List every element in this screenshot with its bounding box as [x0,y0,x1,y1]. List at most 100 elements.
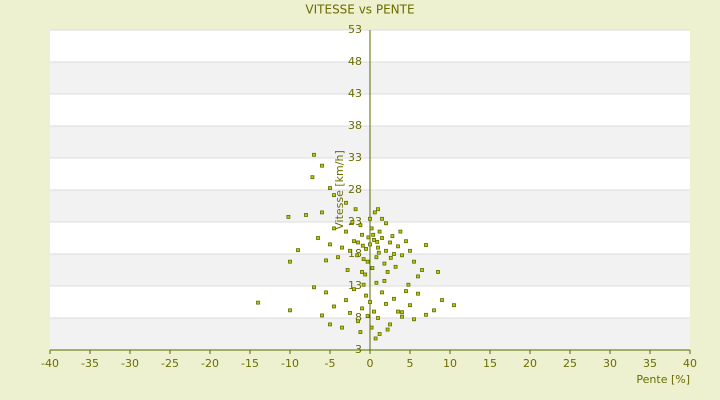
point [332,226,336,231]
point [408,303,412,308]
point [360,306,364,311]
point [371,232,376,237]
x-tick-label: -25 [161,357,179,370]
point [424,243,428,247]
x-tick-label: 5 [407,357,414,370]
point [316,236,320,240]
point [344,229,348,234]
point [396,309,400,314]
point [288,308,292,313]
point [400,314,404,319]
point [340,245,344,250]
point [356,240,360,245]
point [377,229,382,234]
point [304,213,308,217]
point [416,274,420,279]
chart-title: VITESSE vs PENTE [305,3,414,17]
point [412,259,416,264]
point [324,258,328,263]
point [364,293,368,298]
point [320,163,324,168]
y-tick-label: 8 [355,311,362,324]
x-tick-label: 25 [563,357,577,370]
point [369,325,374,330]
point [345,268,350,272]
point [380,216,384,221]
point [356,319,360,324]
point [424,312,428,317]
point [376,245,380,250]
point [352,239,356,244]
point [365,259,370,264]
point [310,175,315,180]
x-tick-label: 20 [523,357,537,370]
point [324,290,328,295]
point [392,252,396,256]
point [328,242,332,247]
point [365,314,370,318]
point [363,272,368,277]
point [388,322,392,327]
x-tick-label: 35 [643,357,657,370]
point [388,255,393,260]
point [384,302,388,306]
point [377,332,382,336]
point [392,296,396,301]
point [375,239,380,244]
point [320,210,324,215]
x-tick-label: -35 [81,357,99,370]
point [384,221,388,226]
point [368,216,372,221]
point [340,325,344,330]
point [436,270,440,274]
point [361,257,366,262]
point [372,238,376,242]
point [320,313,324,318]
x-tick-label: -30 [121,357,139,370]
point [364,246,368,251]
point [360,232,364,237]
y-tick-label: 13 [348,279,362,292]
point [328,322,332,327]
point [382,261,387,266]
y-tick-label: 43 [348,87,362,100]
point [348,248,352,253]
point [382,278,387,283]
point [416,291,420,296]
point [374,255,379,260]
x-tick-label: 0 [367,357,374,370]
point [390,234,395,238]
x-tick-label: 30 [603,357,617,370]
point [388,240,392,245]
point [352,287,356,292]
point [385,327,390,332]
point [380,236,384,240]
x-axis-label: Pente [%] [636,373,690,386]
point [368,300,372,304]
point [380,290,384,295]
point [400,253,404,258]
x-tick-label: 10 [443,357,457,370]
point [353,207,358,212]
point [288,259,292,264]
point [348,310,352,315]
point [396,244,400,249]
point [372,210,377,215]
point [336,255,340,260]
point [400,310,404,315]
point [404,289,408,294]
y-axis-label: Vitesse [km/h] [333,150,346,230]
point [256,300,260,305]
point [360,243,365,248]
point [398,229,403,234]
point [328,186,332,190]
point [360,270,364,274]
point [370,266,375,270]
point [286,214,291,219]
point [312,152,316,157]
y-tick-label: 3 [355,343,362,356]
point [366,235,371,240]
point [406,282,411,287]
point [332,193,336,198]
point [372,309,376,314]
